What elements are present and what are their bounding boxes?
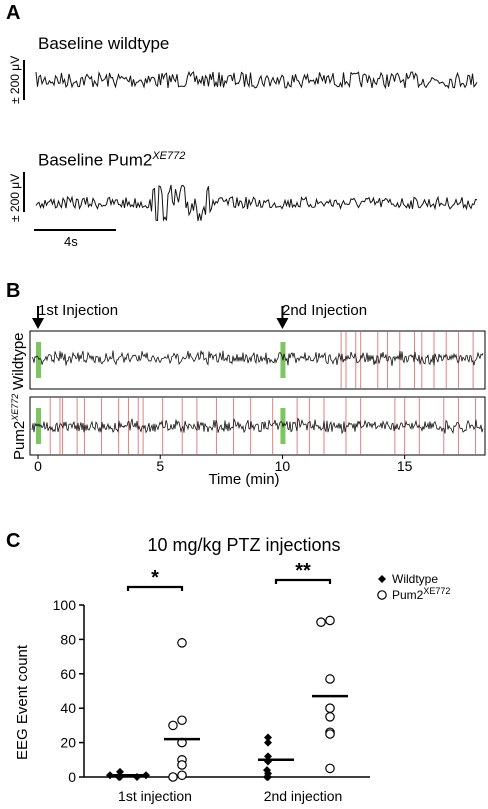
significance-label: ** [295,560,311,582]
pum2-recording-box [29,396,486,456]
injection-marker [36,342,41,378]
y-tick-label: 0 [68,769,76,785]
time-tick-label: 0 [34,458,42,474]
y-tick-label: 20 [60,735,76,751]
y-tick-label: 80 [60,631,76,647]
panel-c-label: C [6,530,21,552]
chart-title: 10 mg/kg PTZ injections [147,535,341,555]
pum2-point [177,638,187,648]
y-tick-label: 40 [60,700,76,716]
y-tick-label: 60 [60,666,76,682]
significance-bracket [126,585,184,591]
pum2-recording-trace [31,417,484,435]
first-injection-label: 1st Injection [38,302,119,319]
pum2-point [325,703,335,713]
wildtype-point [263,766,271,775]
pum2-point [325,615,335,626]
significance-label: * [151,567,159,589]
category-label: 1st injection [118,788,192,804]
pum2-baseline-trace [35,184,478,222]
time-tick-label: 15 [397,458,413,474]
time-tick-label: 5 [156,458,164,474]
wildtype-point [264,738,272,747]
pum2-point [177,760,187,770]
y-tick-label: 100 [53,597,77,613]
category-label: 2nd injection [264,788,343,804]
pum2-point [325,763,335,774]
panel-b-label: B [6,280,21,302]
wildtype-recording-trace [31,350,484,366]
wildtype-baseline-trace [35,70,478,90]
wildtype-recording-box [29,330,486,390]
baseline-pum2-title: Baseline Pum2XE772 [38,150,186,170]
pum2-point [316,617,326,627]
legend-label: Pum2XE772 [392,586,450,602]
wildtype-point [264,752,272,761]
wildtype-point [263,773,271,781]
legend-label: Wildtype [392,572,438,586]
injection-marker [36,408,41,444]
baseline-wildtype-title: Baseline wildtype [38,34,170,53]
wildtype-point [116,767,124,776]
ptz-recording-chart: 0 5 10 15 [29,306,486,474]
time-axis-label: Time (min) [208,471,280,488]
injection-arrowhead-2 [276,318,289,329]
baseline-traces [23,60,478,231]
pum2-point [168,720,178,731]
wildtype-point [264,733,272,742]
pum2-point [177,715,187,726]
pum2-point [325,712,335,722]
pum2-point [168,772,178,782]
injection-arrowhead-1 [32,318,44,329]
pum2-point [325,729,335,739]
panel-a-label: A [6,2,21,24]
time-scale-label: 4s [64,234,78,249]
pum2-point [177,770,187,781]
time-tick-label: 10 [275,458,291,474]
second-injection-label: 2nd Injection [282,302,368,319]
pum2-point [325,674,335,684]
legend-marker [377,590,387,600]
legend-marker [378,575,386,583]
significance-bracket [274,578,332,584]
